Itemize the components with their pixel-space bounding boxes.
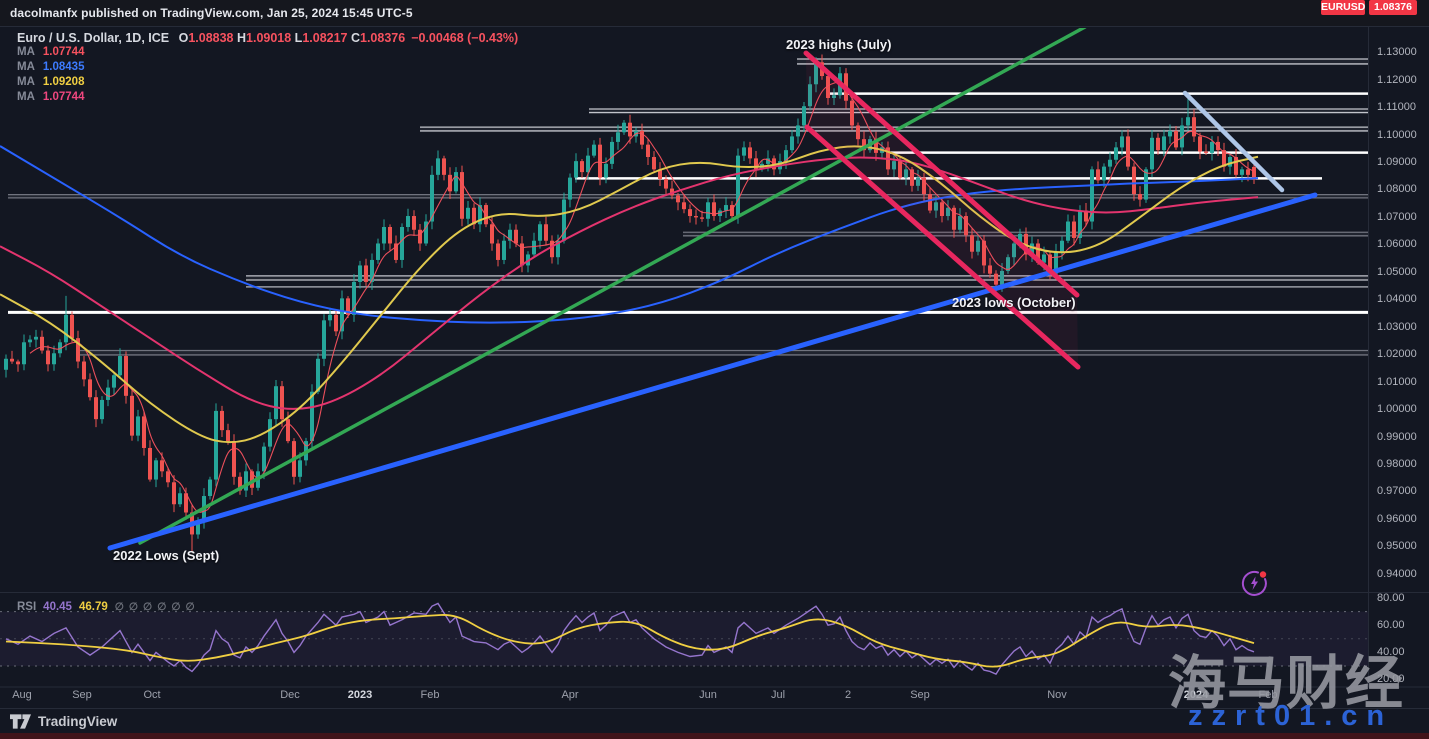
- date-tick-label: 2023: [347, 689, 373, 701]
- price-tick-label: 1.04000: [1377, 293, 1417, 306]
- symbol-legend[interactable]: Euro / U.S. Dollar, 1D, ICE O1.08838 H1.…: [17, 31, 518, 105]
- price-tick-label: 0.97000: [1377, 485, 1417, 498]
- price-tick-label: 1.05000: [1377, 265, 1417, 278]
- last-price-badge: 1.08376: [1369, 0, 1417, 15]
- symbol-title-row[interactable]: Euro / U.S. Dollar, 1D, ICE O1.08838 H1.…: [17, 31, 518, 45]
- price-tick-label: 1.03000: [1377, 320, 1417, 333]
- rsi-legend[interactable]: RSI 40.45 46.79 ∅ ∅ ∅ ∅ ∅ ∅: [17, 601, 207, 613]
- publish-info: dacolmanfx published on TradingView.com,…: [10, 6, 413, 20]
- downchannel-pink-lower: [804, 124, 1081, 370]
- date-tick-label: Dec: [280, 689, 300, 701]
- change-value: −0.00468 (−0.43%): [411, 31, 519, 45]
- price-tick-label: 0.96000: [1377, 512, 1417, 525]
- annotation-2023-highs[interactable]: 2023 highs (July): [786, 37, 892, 52]
- uptrend-green: [138, 28, 1087, 545]
- price-tick-label: 1.06000: [1377, 238, 1417, 251]
- symbol-title[interactable]: Euro / U.S. Dollar, 1D, ICE: [17, 31, 170, 45]
- price-tick-label: 1.01000: [1377, 375, 1417, 388]
- price-tick-label: 1.08000: [1377, 183, 1417, 196]
- tradingview-attribution[interactable]: TradingView: [10, 714, 117, 729]
- date-tick-label: Jul: [770, 689, 786, 701]
- lightning-bolt-icon: [1241, 570, 1267, 596]
- downtrend-steel: [1182, 90, 1285, 193]
- price-tick-label: 1.12000: [1377, 73, 1417, 86]
- date-tick-label: Sep: [910, 689, 930, 701]
- date-tick-label: 2: [844, 689, 852, 701]
- price-tick-label: 1.09000: [1377, 156, 1417, 168]
- bottom-red-strip: [0, 733, 1429, 739]
- price-tick-label: 1.10000: [1377, 128, 1417, 141]
- date-tick-label: Sep: [72, 689, 92, 701]
- price-tick-label: 0.95000: [1377, 540, 1417, 553]
- price-tick-label: 1.07000: [1377, 210, 1417, 223]
- ma-legend-row[interactable]: MA 1.09208: [17, 76, 85, 88]
- date-tick-label: Aug: [12, 689, 32, 701]
- rsi-tick-label: 20.00: [1377, 673, 1405, 686]
- date-tick-label: Nov: [1047, 689, 1067, 701]
- flash-ideas-button[interactable]: [1240, 569, 1268, 597]
- rsi-hidden-values: ∅ ∅ ∅ ∅ ∅ ∅: [114, 601, 195, 613]
- rsi-tick-label: 60.00: [1377, 618, 1405, 631]
- price-tick-label: 0.99000: [1377, 430, 1417, 443]
- date-tick-label: Oct: [143, 689, 161, 701]
- tradingview-logo: [10, 714, 31, 729]
- price-tick-label: 0.94000: [1377, 567, 1417, 580]
- downchannel-pink-upper: [803, 50, 1080, 298]
- symbol-price-badge: EURUSD: [1321, 0, 1366, 15]
- annotation-2022-lows[interactable]: 2022 Lows (Sept): [113, 548, 220, 563]
- date-tick-label: Feb: [420, 689, 440, 701]
- date-tick-label: Jun: [699, 689, 717, 701]
- rsi-ma-value: 46.79: [78, 601, 108, 613]
- ma-legend-rows[interactable]: MA 1.07744 MA 1.08435 MA 1.09208 MA 1.07744: [17, 45, 518, 105]
- price-tick-label: 1.02000: [1377, 348, 1417, 361]
- rsi-tick-label: 40.00: [1377, 645, 1405, 658]
- price-tick-label: 1.00000: [1377, 403, 1417, 416]
- ma-legend-row[interactable]: MA 1.08435: [17, 61, 85, 73]
- date-tick-label: Feb: [1258, 689, 1278, 701]
- watermark-cjk: 海马财经: [1168, 651, 1405, 716]
- price-tick-label: 0.98000: [1377, 457, 1417, 470]
- ma-legend-row[interactable]: MA 1.07744: [17, 46, 85, 58]
- notification-dot: [1259, 571, 1267, 578]
- tradingview-brand-text[interactable]: TradingView: [38, 714, 118, 729]
- uptrend-blue-major: [107, 192, 1318, 551]
- annotation-2023-lows[interactable]: 2023 lows (October): [952, 295, 1076, 310]
- ohlc-values: O1.08838 H1.09018 L1.08217 C1.08376: [175, 31, 406, 45]
- price-tick-label: 1.13000: [1377, 46, 1417, 59]
- publish-header-bar: dacolmanfx published on TradingView.com,…: [0, 0, 1429, 27]
- date-tick-label: 2024: [1183, 689, 1209, 701]
- rsi-value: 40.45: [43, 601, 72, 613]
- rsi-label[interactable]: RSI: [17, 601, 37, 613]
- price-tick-label: 1.11000: [1377, 101, 1416, 114]
- date-tick-label: Apr: [561, 689, 579, 701]
- rsi-tick-label: 80.00: [1377, 591, 1405, 604]
- watermark-site: zzrt01.cn: [1188, 700, 1394, 732]
- ma-legend-row[interactable]: MA 1.07744: [17, 91, 85, 103]
